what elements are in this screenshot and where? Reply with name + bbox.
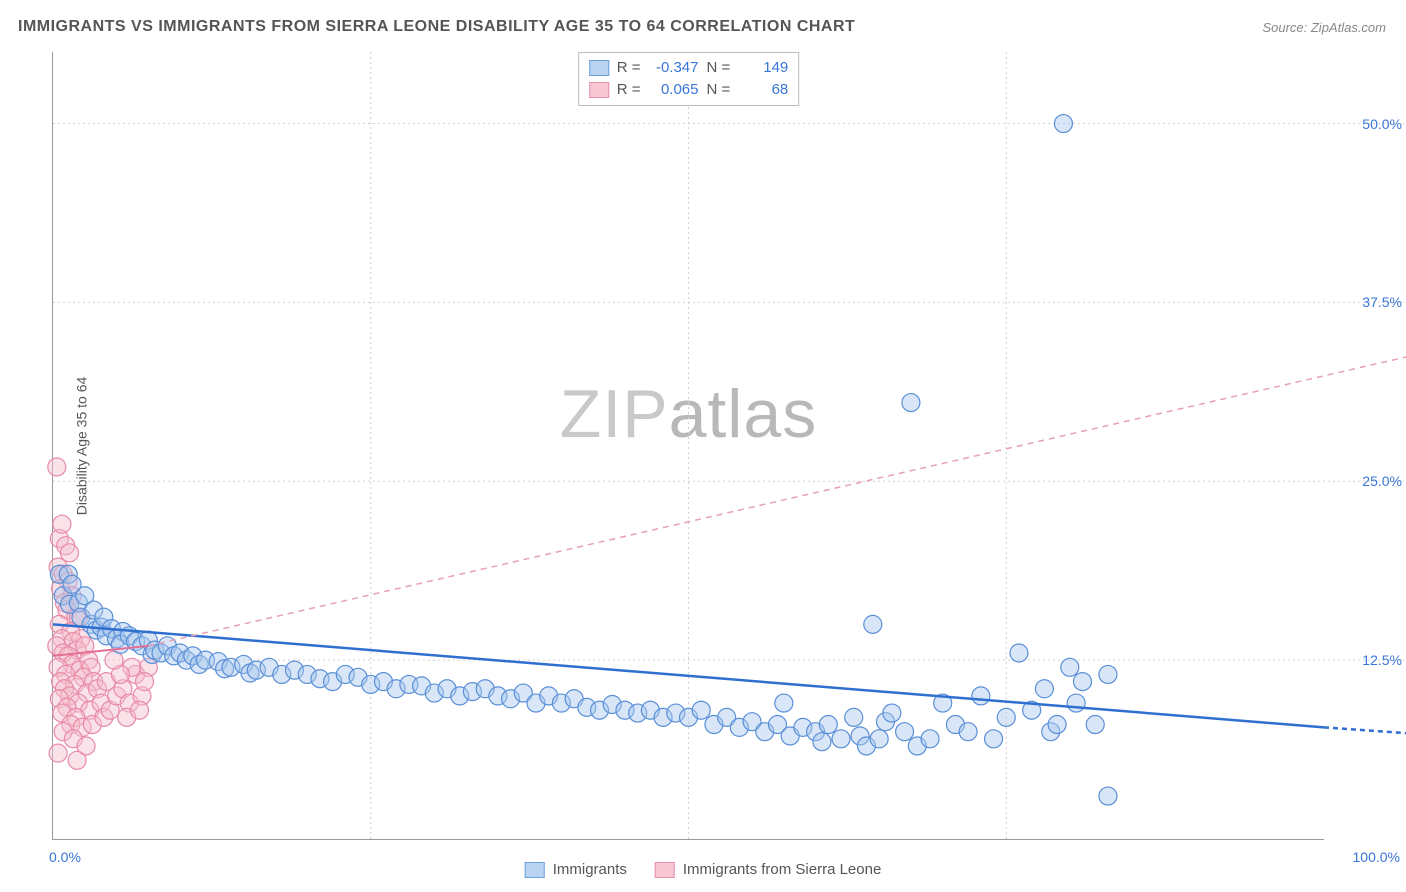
plot-svg	[53, 52, 1324, 839]
swatch-pink-icon	[589, 82, 609, 98]
stat-label-r: R =	[617, 79, 641, 101]
stat-label-n: N =	[707, 57, 731, 79]
chart-title: IMMIGRANTS VS IMMIGRANTS FROM SIERRA LEO…	[18, 18, 855, 36]
y-tick-label: 12.5%	[1362, 652, 1402, 668]
stats-row-series-b: R = 0.065 N = 68	[589, 79, 789, 101]
swatch-blue-icon	[525, 862, 545, 878]
swatch-blue-icon	[589, 60, 609, 76]
stat-value-r-b: 0.065	[649, 79, 699, 101]
legend-label-a: Immigrants	[553, 861, 627, 878]
source-value: ZipAtlas.com	[1311, 20, 1386, 35]
stat-value-r-a: -0.347	[649, 57, 699, 79]
y-tick-label: 50.0%	[1362, 116, 1402, 132]
swatch-pink-icon	[655, 862, 675, 878]
source-label: Source:	[1262, 20, 1310, 35]
stat-label-n: N =	[707, 79, 731, 101]
y-tick-label: 25.0%	[1362, 473, 1402, 489]
stat-value-n-a: 149	[738, 57, 788, 79]
legend-item-b: Immigrants from Sierra Leone	[655, 861, 881, 878]
x-tick-start: 0.0%	[49, 849, 81, 865]
legend-label-b: Immigrants from Sierra Leone	[683, 861, 881, 878]
stat-label-r: R =	[617, 57, 641, 79]
legend-item-a: Immigrants	[525, 861, 627, 878]
stats-row-series-a: R = -0.347 N = 149	[589, 57, 789, 79]
bottom-legend: Immigrants Immigrants from Sierra Leone	[525, 861, 882, 878]
stat-value-n-b: 68	[738, 79, 788, 101]
x-tick-end: 100.0%	[1353, 849, 1400, 865]
stats-box: R = -0.347 N = 149 R = 0.065 N = 68	[578, 52, 800, 106]
source-credit: Source: ZipAtlas.com	[1262, 20, 1386, 35]
y-tick-label: 37.5%	[1362, 294, 1402, 310]
plot-area: ZIPatlas R = -0.347 N = 149 R = 0.065 N …	[52, 52, 1324, 840]
